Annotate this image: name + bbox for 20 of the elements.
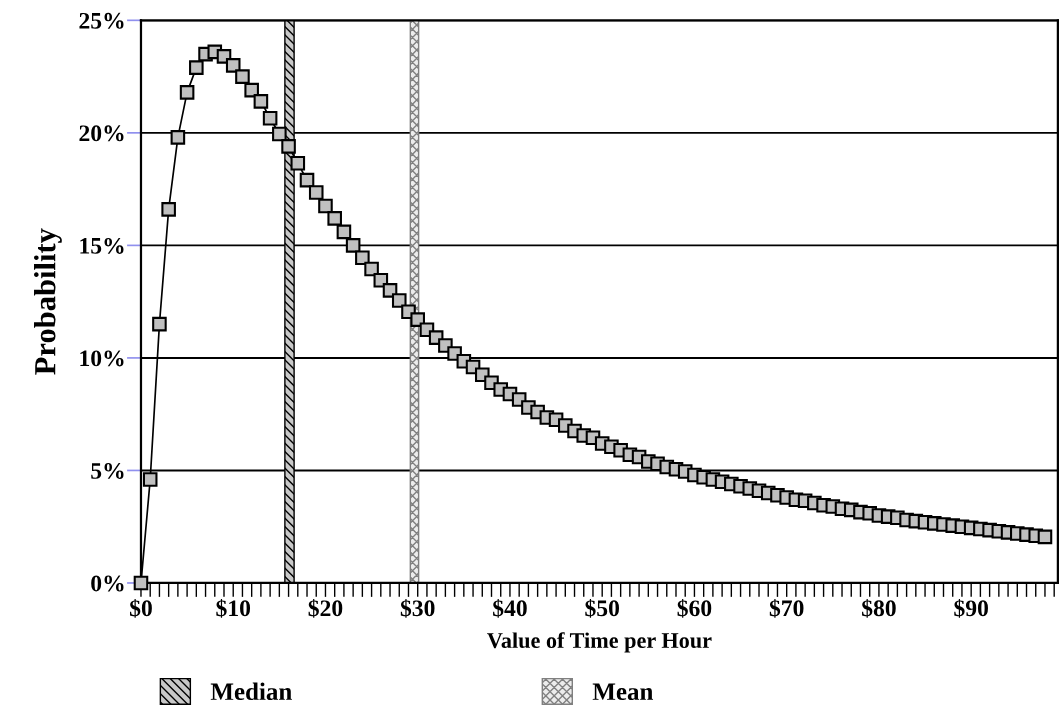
x-tick-label: $40 — [493, 598, 527, 618]
legend-label: Mean — [592, 683, 654, 701]
y-tick-label: 10% — [80, 350, 124, 367]
x-tick-label: $50 — [585, 598, 620, 618]
x-axis-title: Value of Time per Hour — [487, 632, 712, 653]
y-tick-label: 15% — [80, 237, 124, 254]
x-tick-label: $90 — [954, 598, 988, 618]
x-tick-label: $60 — [677, 598, 712, 618]
x-tick-label: $70 — [769, 598, 804, 618]
y-tick-label: 20% — [79, 125, 124, 142]
x-tick-label: $20 — [308, 598, 343, 618]
y-tick-label: 25% — [79, 12, 124, 29]
x-tick-label: $10 — [216, 598, 251, 618]
x-tick-label: $80 — [862, 598, 896, 618]
x-tick-label: $30 — [400, 598, 435, 618]
x-tick-label: $0 — [130, 598, 152, 618]
y-tick-label: 5% — [91, 462, 124, 479]
y-tick-label: 0% — [91, 575, 124, 592]
y-axis-title: Probability — [34, 228, 62, 375]
legend-label: Median — [210, 682, 292, 701]
